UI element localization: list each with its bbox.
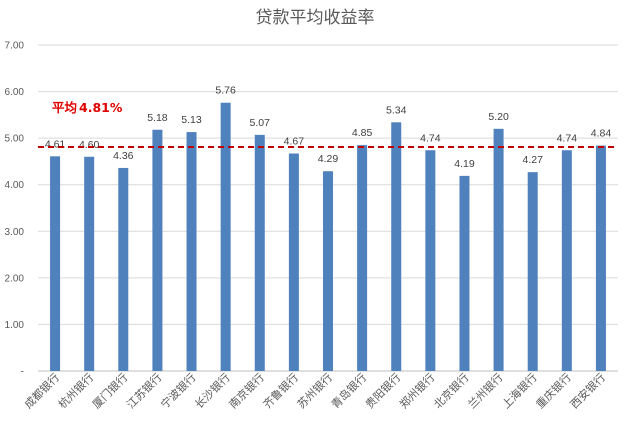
x-tick-label: 杭州银行	[55, 370, 96, 411]
data-label: 4.29	[318, 153, 339, 165]
chart-title: 贷款平均收益率	[256, 8, 375, 28]
bar	[391, 122, 402, 372]
bar	[323, 171, 333, 371]
bar	[254, 134, 265, 371]
x-tick-label: 郑州银行	[396, 370, 437, 411]
y-tick-label: 3.00	[5, 227, 25, 238]
y-tick-label: 4.00	[5, 180, 25, 191]
data-labels: 4.61 4.60 4.36 5.18 5.13 5.76 5.07 4.67 4.29 4.85…	[45, 85, 611, 170]
data-label: 4.67	[284, 136, 305, 148]
x-tick-label: 兰州银行	[465, 370, 506, 411]
data-label: 5.18	[147, 112, 168, 124]
bar	[493, 128, 504, 371]
y-tick-label: 7.00	[5, 41, 25, 52]
data-label: 4.74	[420, 132, 441, 144]
bar	[288, 153, 299, 371]
data-label: 5.13	[181, 114, 202, 126]
data-label: 5.20	[488, 111, 509, 123]
data-label: 4.61	[45, 138, 66, 150]
x-tick-label: 江苏银行	[124, 370, 165, 411]
data-label: 5.07	[250, 117, 271, 129]
data-label: 4.74	[557, 132, 578, 144]
y-axis-ticks: - 1.00 2.00 3.00 4.00 5.00 6.00 7.00	[5, 41, 25, 378]
x-tick-label: 成都银行	[21, 370, 62, 411]
bars	[50, 102, 606, 372]
average-label-value: 4.81%	[79, 100, 123, 115]
bar	[186, 132, 197, 371]
y-tick-label: 5.00	[5, 134, 25, 145]
data-label: 4.36	[113, 150, 134, 162]
y-tick-label: 2.00	[5, 273, 25, 284]
x-axis-ticks: 成都银行杭州银行厦门银行江苏银行宁波银行长沙银行南京银行齐鲁银行苏州银行青岛银行…	[21, 370, 608, 411]
data-label: 4.19	[454, 158, 475, 170]
bar	[357, 145, 368, 371]
data-label: 4.27	[522, 154, 543, 166]
x-tick-label: 南京银行	[226, 370, 267, 411]
x-tick-label: 青岛银行	[328, 370, 369, 411]
bar	[595, 145, 606, 371]
bar	[459, 175, 470, 371]
x-tick-label: 重庆银行	[533, 370, 574, 411]
data-label: 4.85	[352, 127, 373, 139]
bar	[118, 167, 129, 371]
x-tick-label: 齐鲁银行	[260, 370, 301, 411]
x-tick-label: 贵阳银行	[362, 370, 403, 411]
bar	[84, 156, 95, 371]
x-tick-label: 长沙银行	[192, 370, 233, 411]
x-tick-label: 北京银行	[431, 370, 472, 411]
bar	[152, 129, 163, 371]
x-tick-label: 西安银行	[567, 370, 608, 411]
data-label: 4.60	[79, 139, 100, 151]
bar	[220, 102, 231, 372]
x-tick-label: 宁波银行	[158, 370, 199, 411]
data-label: 4.84	[591, 128, 612, 140]
bar	[527, 172, 538, 371]
bar	[561, 150, 572, 371]
average-label: 平均 4.81%	[52, 100, 123, 115]
x-tick-label: 上海银行	[499, 370, 540, 411]
y-tick-label: 1.00	[5, 320, 25, 331]
x-tick-label: 苏州银行	[294, 370, 335, 411]
x-tick-label: 厦门银行	[89, 370, 130, 411]
bar	[425, 150, 436, 371]
y-tick-label: 6.00	[5, 87, 25, 98]
average-label-prefix: 平均	[52, 100, 77, 115]
y-tick-label: -	[21, 367, 24, 378]
average-line-group: 平均 4.81%	[38, 100, 618, 148]
data-label: 5.34	[386, 104, 407, 116]
data-label: 5.76	[215, 85, 236, 97]
bar	[50, 156, 61, 371]
